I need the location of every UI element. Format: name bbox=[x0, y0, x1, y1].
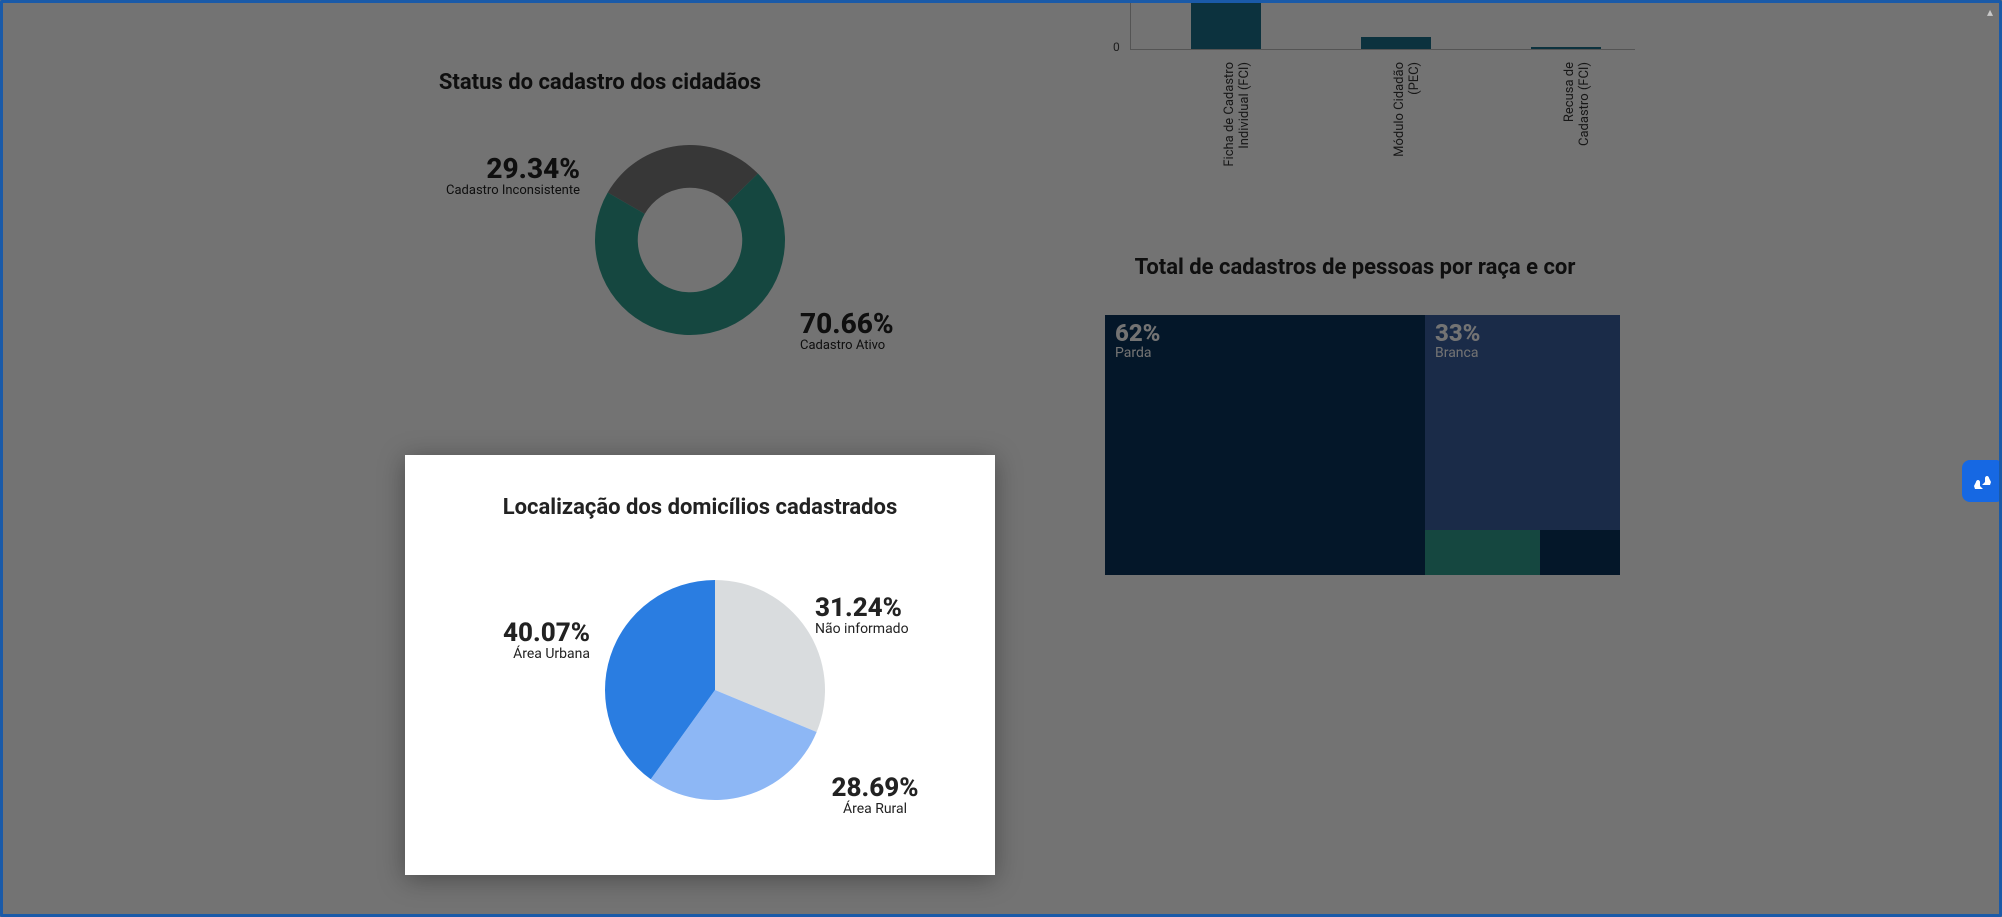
treemap-cell-3 bbox=[1540, 530, 1620, 575]
status-donut-label-ativo: 70.66% Cadastro Ativo bbox=[800, 310, 1020, 353]
origin-bar-card: Ficha de Cadastro Individual (FCI)Módulo… bbox=[1075, 0, 1635, 160]
location-pie-card: Localização dos domicílios cadastrados 4… bbox=[405, 455, 995, 875]
treemap-cell-2 bbox=[1425, 530, 1540, 575]
scrollbar-track[interactable] bbox=[1982, 6, 1998, 911]
treemap-cell-0: 62%Parda bbox=[1105, 315, 1425, 575]
hands-icon bbox=[1971, 469, 1995, 493]
bar-ytick-zero: 0 bbox=[1113, 40, 1120, 54]
bar-label-1: Módulo Cidadão (PEC) bbox=[1392, 62, 1422, 202]
pie-label-urbana: 40.07% Área Urbana bbox=[430, 620, 590, 662]
status-donut-chart bbox=[590, 140, 790, 340]
origin-bar-chart: Ficha de Cadastro Individual (FCI)Módulo… bbox=[1130, 0, 1635, 50]
status-donut-card: Status do cadastro dos cidadãos 29.34% C… bbox=[300, 40, 900, 340]
bar-label-0: Ficha de Cadastro Individual (FCI) bbox=[1222, 62, 1252, 202]
scrollbar-up-icon[interactable]: ▴ bbox=[1982, 4, 1998, 20]
race-treemap-card: Total de cadastros de pessoas por raça e… bbox=[1075, 235, 1635, 595]
race-treemap-chart: 62%Parda33%Branca bbox=[1105, 315, 1620, 575]
location-pie-title: Localização dos domicílios cadastrados bbox=[405, 495, 995, 520]
bar-0 bbox=[1191, 0, 1261, 49]
accessibility-button[interactable] bbox=[1962, 460, 2002, 502]
pie-label-rural: 28.69% Área Rural bbox=[775, 775, 975, 817]
status-donut-title: Status do cadastro dos cidadãos bbox=[300, 70, 900, 95]
pie-label-nao-informado: 31.24% Não informado bbox=[815, 595, 1015, 637]
bar-1 bbox=[1361, 0, 1431, 49]
bar-label-2: Recusa de Cadastro (FCI) bbox=[1562, 62, 1592, 202]
race-treemap-title: Total de cadastros de pessoas por raça e… bbox=[1075, 255, 1635, 280]
location-pie-chart bbox=[600, 575, 830, 805]
treemap-cell-1: 33%Branca bbox=[1425, 315, 1620, 530]
status-donut-label-inconsistente: 29.34% Cadastro Inconsistente bbox=[360, 155, 580, 198]
bar-2 bbox=[1531, 0, 1601, 49]
